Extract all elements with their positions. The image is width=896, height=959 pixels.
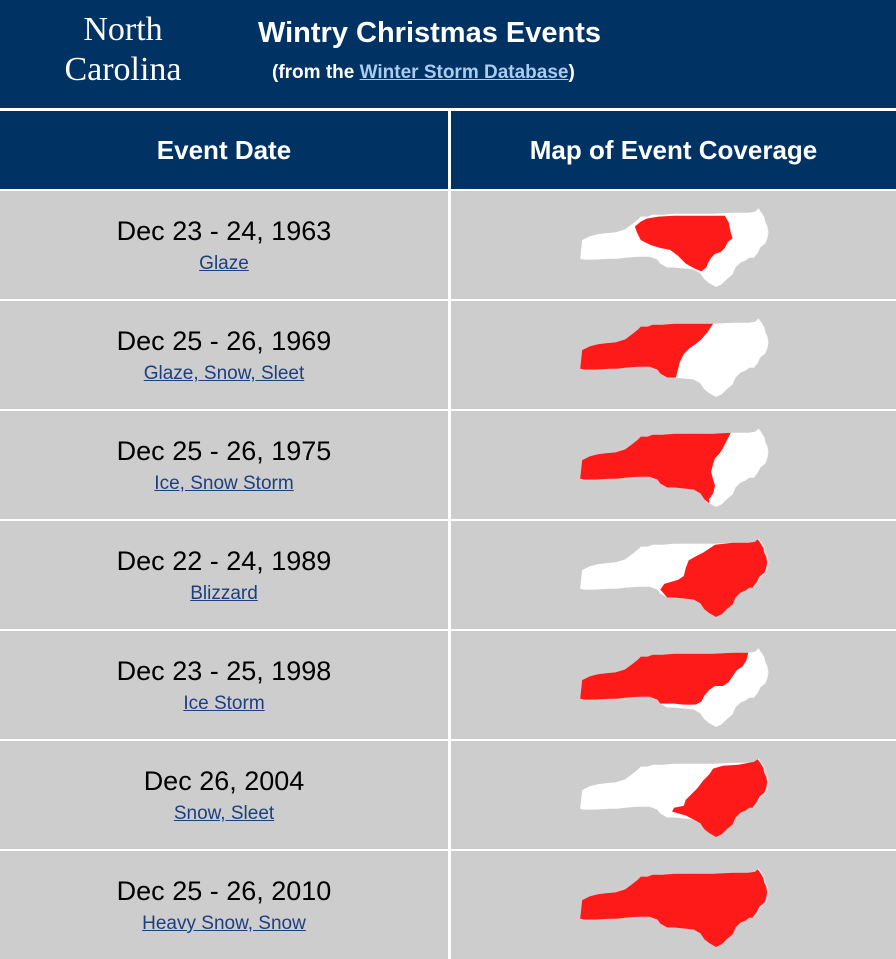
event-map-cell: [451, 741, 896, 849]
events-table: Event Date Map of Event Coverage Dec 23 …: [0, 108, 896, 959]
event-date: Dec 23 - 24, 1963: [116, 216, 332, 246]
event-types: Ice, Snow Storm: [0, 472, 448, 496]
event-map-cell: [451, 631, 896, 739]
event-date: Dec 26, 2004: [143, 766, 305, 796]
page-title: Wintry Christmas Events: [258, 17, 602, 49]
event-types-link[interactable]: Snow, Sleet: [173, 803, 275, 824]
outer-banks: [752, 758, 769, 809]
event-types-link[interactable]: Glaze, Snow, Sleet: [143, 363, 305, 384]
nc-coverage-map: [580, 428, 769, 508]
event-types: Blizzard: [0, 582, 448, 606]
outer-banks: [752, 208, 769, 259]
outer-banks: [752, 318, 769, 369]
subtitle-prefix: (from the: [272, 62, 360, 83]
event-types-link[interactable]: Ice Storm: [183, 693, 265, 714]
nc-coverage-map: [580, 758, 769, 838]
event-date: Dec 25 - 26, 2010: [116, 876, 332, 906]
table-row: Dec 23 - 24, 1963 Glaze: [0, 191, 896, 299]
nc-coverage-map: [580, 868, 769, 948]
event-date-cell: Dec 22 - 24, 1989 Blizzard: [0, 521, 448, 629]
coverage-area: [660, 538, 768, 618]
coverage-area: [634, 215, 733, 272]
event-types: Glaze: [0, 252, 448, 276]
event-date: Dec 25 - 26, 1969: [116, 326, 332, 356]
table-row: Dec 25 - 26, 1975 Ice, Snow Storm: [0, 411, 896, 519]
coverage-area: [580, 652, 749, 705]
outer-banks: [752, 868, 769, 919]
table-header-row: Event Date Map of Event Coverage: [0, 111, 896, 189]
event-date: Dec 23 - 25, 1998: [116, 656, 332, 686]
event-date-cell: Dec 25 - 26, 1975 Ice, Snow Storm: [0, 411, 448, 519]
table-row: Dec 22 - 24, 1989 Blizzard: [0, 521, 896, 629]
event-types: Heavy Snow, Snow: [0, 912, 448, 936]
state-title: North Carolina: [40, 10, 206, 90]
coverage-area: [672, 758, 768, 838]
outer-banks: [752, 428, 769, 479]
nc-coverage-map: [580, 208, 769, 288]
outer-banks: [752, 648, 769, 699]
page-subtitle: (from the Winter Storm Database): [272, 59, 575, 87]
column-header-map: Map of Event Coverage: [451, 111, 896, 189]
event-types: Glaze, Snow, Sleet: [0, 362, 448, 386]
nc-coverage-map: [580, 538, 769, 618]
page-banner: North Carolina Wintry Christmas Events (…: [0, 0, 896, 108]
nc-coverage-map: [580, 318, 769, 398]
coverage-area: [580, 432, 731, 504]
event-date-cell: Dec 23 - 25, 1998 Ice Storm: [0, 631, 448, 739]
event-map-cell: [451, 851, 896, 959]
event-date: Dec 22 - 24, 1989: [116, 546, 332, 576]
state-title-line2: Carolina: [64, 51, 182, 88]
event-types-link[interactable]: Ice, Snow Storm: [154, 473, 294, 494]
nc-coverage-map: [580, 648, 769, 728]
event-types: Ice Storm: [0, 692, 448, 716]
table-row: Dec 25 - 26, 1969 Glaze, Snow, Sleet: [0, 301, 896, 409]
table-row: Dec 25 - 26, 2010 Heavy Snow, Snow: [0, 851, 896, 959]
column-header-date: Event Date: [0, 111, 448, 189]
state-title-line1: North: [83, 11, 163, 48]
event-map-cell: [451, 521, 896, 629]
table-row: Dec 23 - 25, 1998 Ice Storm: [0, 631, 896, 739]
event-map-cell: [451, 191, 896, 299]
outer-banks: [752, 538, 769, 589]
coverage-area: [580, 323, 714, 378]
event-date-cell: Dec 23 - 24, 1963 Glaze: [0, 191, 448, 299]
table-row: Dec 26, 2004 Snow, Sleet: [0, 741, 896, 849]
subtitle-suffix: ): [568, 62, 575, 83]
event-types: Snow, Sleet: [0, 802, 448, 826]
event-map-cell: [451, 301, 896, 409]
coverage-area: [580, 868, 768, 948]
event-types-link[interactable]: Heavy Snow, Snow: [142, 913, 306, 934]
winter-storm-database-link[interactable]: Winter Storm Database: [359, 62, 569, 83]
event-date-cell: Dec 26, 2004 Snow, Sleet: [0, 741, 448, 849]
event-types-link[interactable]: Glaze: [199, 253, 249, 274]
event-date: Dec 25 - 26, 1975: [116, 436, 332, 466]
event-types-link[interactable]: Blizzard: [190, 583, 258, 604]
event-date-cell: Dec 25 - 26, 1969 Glaze, Snow, Sleet: [0, 301, 448, 409]
event-map-cell: [451, 411, 896, 519]
event-date-cell: Dec 25 - 26, 2010 Heavy Snow, Snow: [0, 851, 448, 959]
